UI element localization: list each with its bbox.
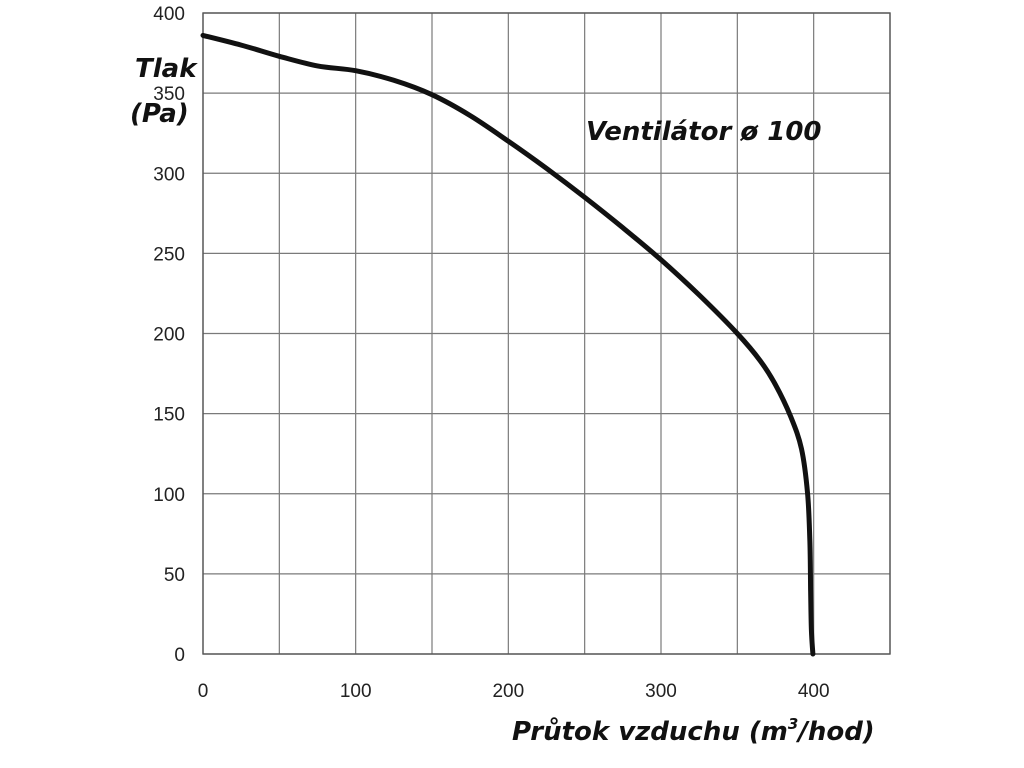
y-axis-title-line1: Tlak: [135, 54, 198, 84]
x-axis-title-superscript: 3: [788, 715, 798, 733]
x-tick-label: 0: [198, 681, 209, 702]
x-tick-label: 200: [492, 681, 524, 702]
y-tick-label: 400: [153, 4, 185, 25]
y-tick-label: 250: [153, 244, 185, 265]
x-axis-title-main: Průtok vzduchu (m: [512, 716, 788, 747]
x-axis-title: Průtok vzduchu (m3/hod): [512, 715, 875, 747]
y-tick-label: 200: [153, 325, 185, 346]
y-axis-title-line2: (Pa): [130, 99, 189, 129]
series-layer: [200, 32, 816, 657]
y-tick-label: 0: [174, 645, 185, 666]
tick-labels: 0 100 200 300 400 0 50 100 150 200 250 300 350 400: [153, 4, 829, 702]
x-tick-label: 400: [798, 681, 830, 702]
plot-frame: [202, 12, 891, 655]
y-tick-label: 100: [153, 485, 185, 506]
y-tick-label: 300: [153, 164, 185, 185]
x-tick-label: 100: [340, 681, 372, 702]
y-tick-label: 50: [164, 565, 185, 586]
x-axis-title-tail: /hod): [795, 717, 874, 747]
fan-curve-line: [200, 32, 816, 657]
x-tick-label: 300: [645, 681, 677, 702]
fan-model-annotation: Ventilátor ø 100: [586, 117, 822, 147]
y-tick-label: 350: [153, 84, 185, 105]
grid-lines: [202, 12, 891, 655]
y-tick-label: 150: [153, 405, 185, 426]
